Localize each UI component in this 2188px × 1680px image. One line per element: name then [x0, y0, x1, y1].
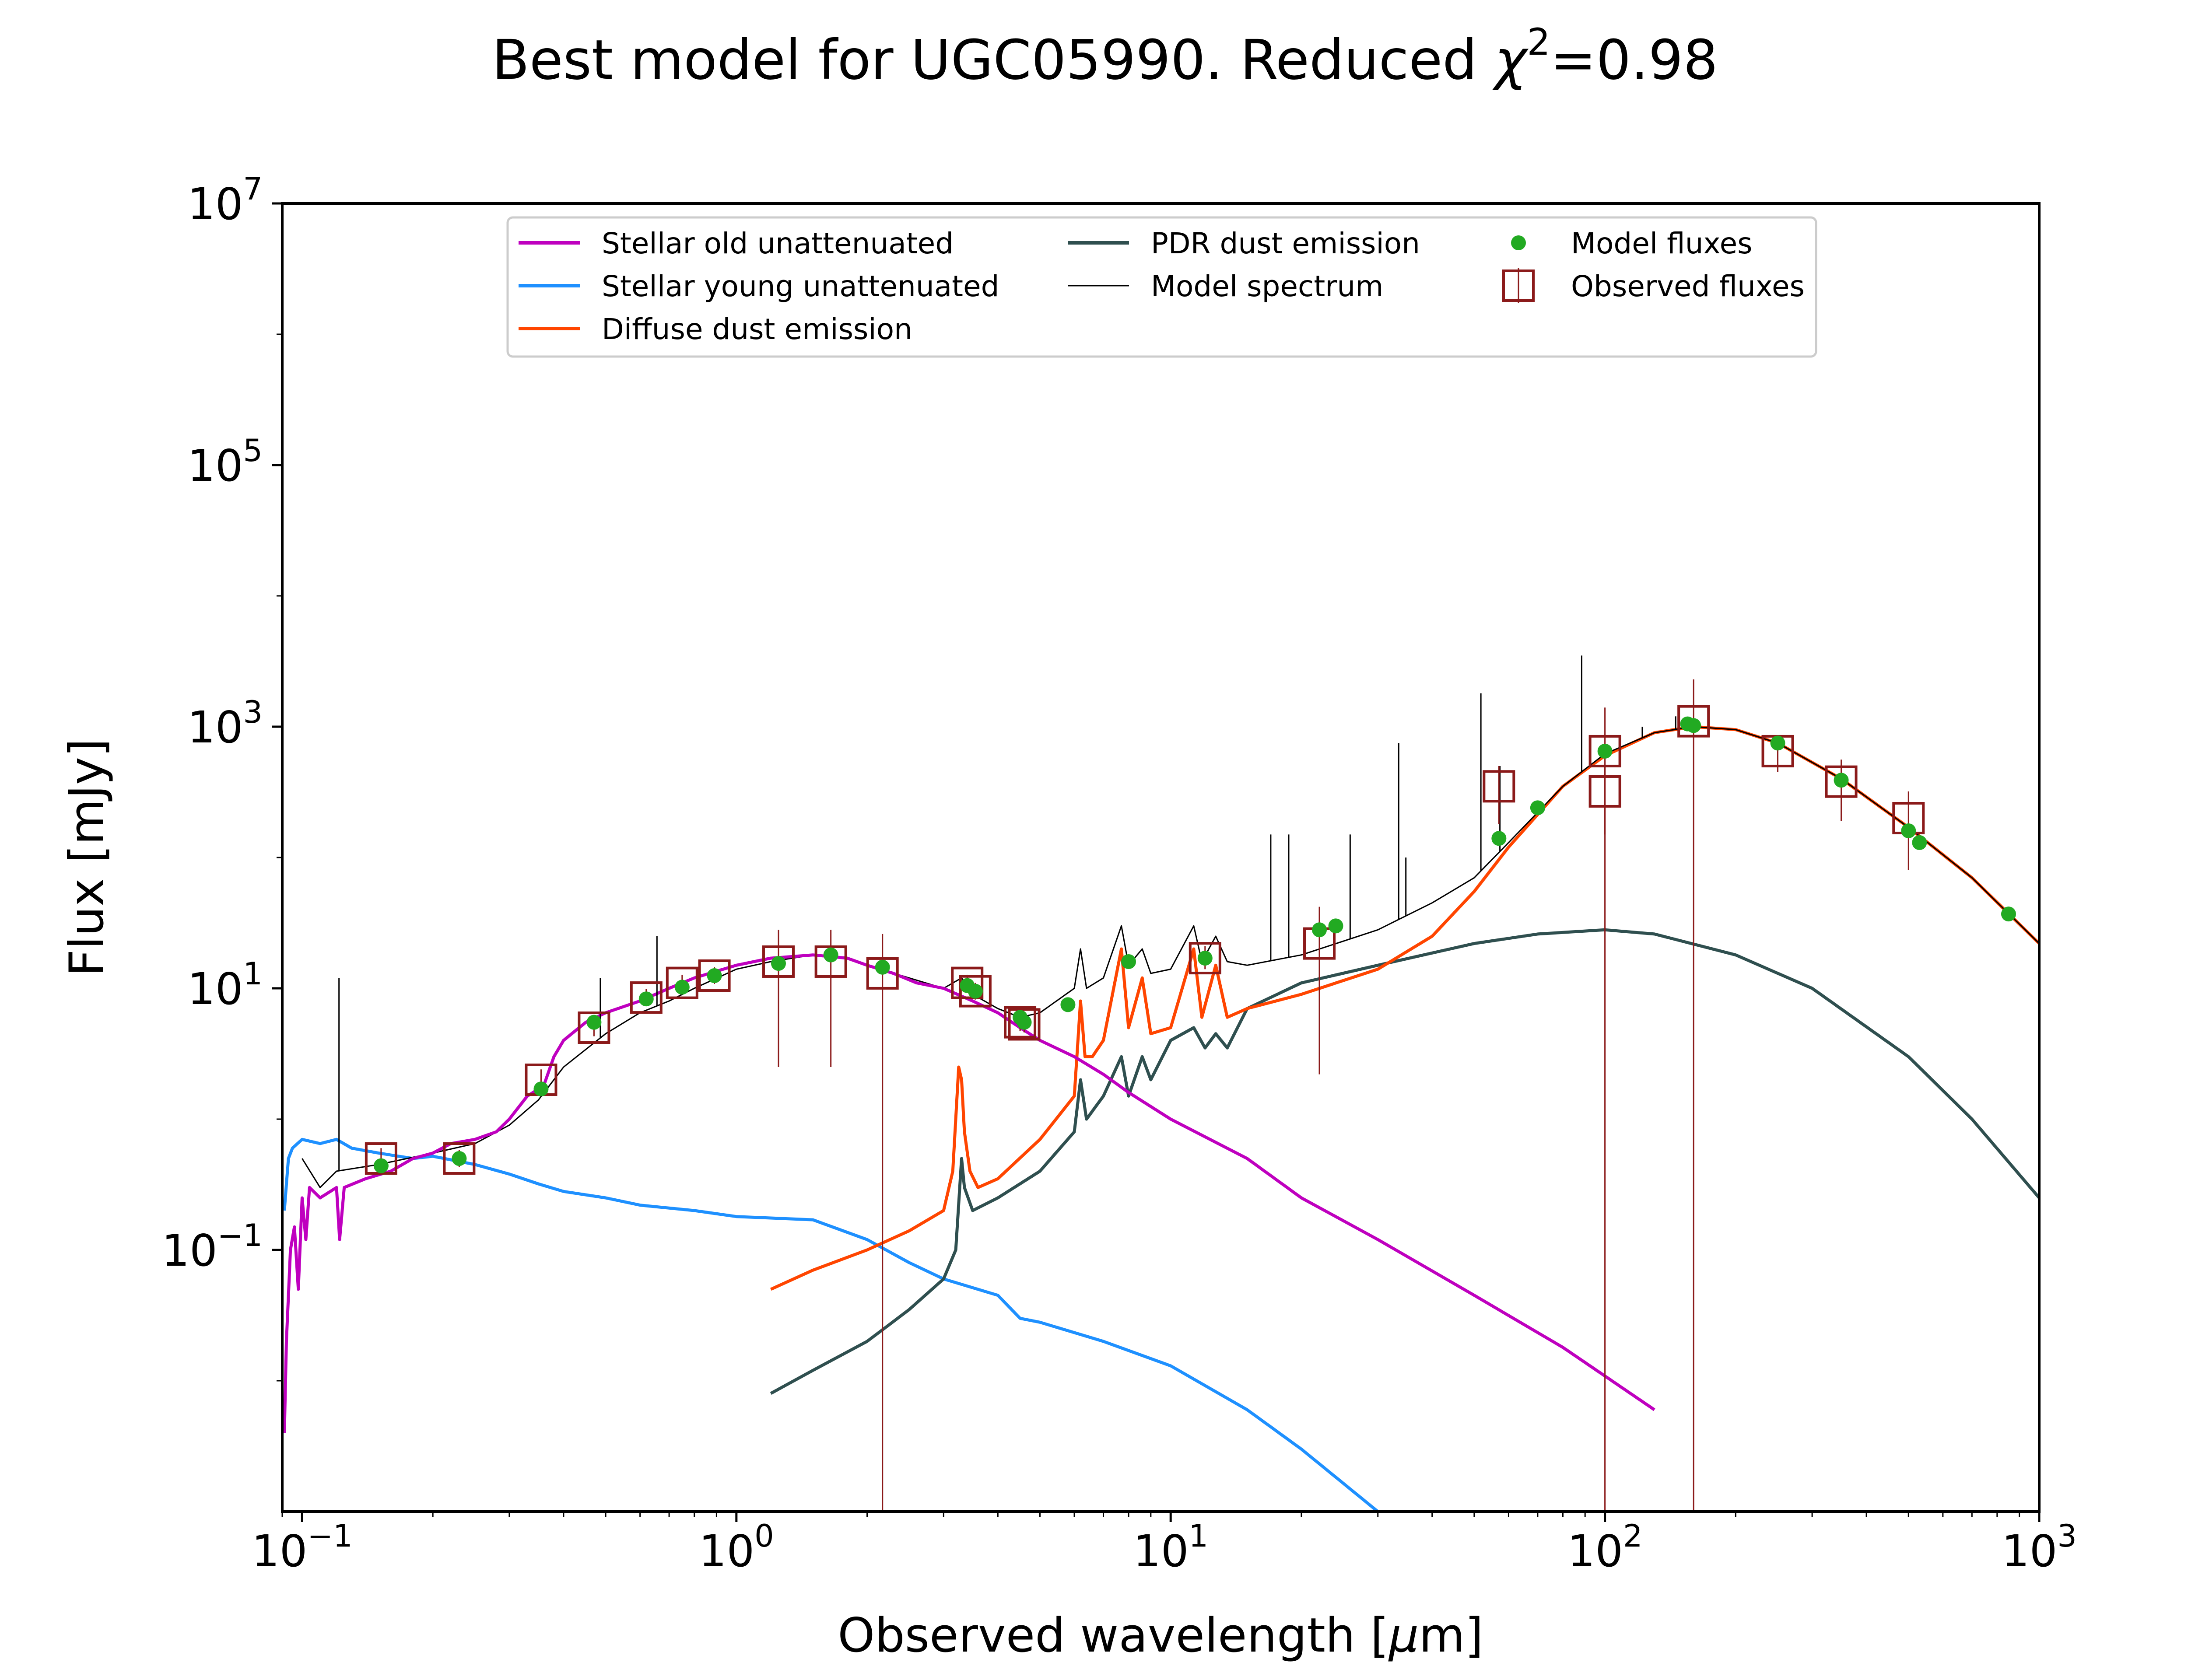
legend-swatch [1502, 270, 1535, 302]
observed-flux-marker [578, 1012, 610, 1044]
model-flux-point [586, 1015, 602, 1030]
model-flux-point [823, 947, 838, 962]
legend-label: Stellar young unattenuated [602, 270, 999, 303]
legend-item-observed-fluxes: Observed fluxes [1502, 268, 1805, 303]
legend-label: Stellar old unattenuated [602, 227, 954, 260]
x-tick-label: 100 [699, 1518, 774, 1577]
legend-label: Diffuse dust emission [602, 312, 912, 346]
y-tick-label: 103 [187, 694, 263, 753]
x-axis-label: Observed wavelength [μm] [838, 1608, 1483, 1663]
x-tick-label: 102 [1567, 1518, 1643, 1577]
y-tick-label: 105 [187, 433, 263, 491]
model-flux-point [452, 1151, 467, 1166]
y-axis-label: Flux [mJy] [60, 738, 114, 976]
series-line-stellar-young-unattenuated [283, 1138, 1379, 1512]
series-line-model-spectrum [302, 726, 2039, 1188]
model-flux-point [373, 1158, 389, 1173]
legend-item-pdr-dust-emission: PDR dust emission [1068, 227, 1420, 260]
model-flux-point [2001, 906, 2016, 922]
legend-label: Observed fluxes [1571, 270, 1805, 303]
legend-label: Model spectrum [1151, 270, 1383, 303]
model-flux-point [1834, 773, 1849, 788]
model-flux-point [1770, 735, 1785, 751]
model-flux-point [1597, 743, 1613, 759]
y-tick-label: 101 [187, 956, 263, 1015]
model-flux-point [1491, 831, 1507, 846]
model-flux-point [674, 980, 690, 995]
model-flux-point [771, 956, 786, 971]
observed-flux-marker [1008, 1008, 1041, 1041]
legend-item-stellar-young-unattenuated: Stellar young unattenuated [519, 270, 999, 303]
legend-item-stellar-old-unattenuated: Stellar old unattenuated [519, 227, 954, 260]
observed-flux-marker [866, 957, 899, 990]
model-flux-point [1328, 918, 1343, 934]
y-tick-label: 107 [187, 171, 263, 230]
x-axis: 10−1 100 101 102 103 [252, 1512, 2077, 1577]
observed-flux-marker [951, 966, 984, 999]
observed-flux-marker [1677, 705, 1710, 738]
model-flux-point [707, 968, 722, 984]
plot-area [283, 655, 2039, 1512]
observed-flux-marker [666, 966, 698, 999]
model-flux-point [1197, 951, 1213, 966]
model-flux-point [1121, 954, 1136, 969]
legend-swatch [1511, 235, 1526, 250]
legend-item-model-spectrum: Model spectrum [1068, 270, 1383, 303]
observed-flux-marker [1588, 735, 1621, 767]
chart-title: Best model for UGC05990. Reduced χ2=0.98 [492, 21, 1718, 92]
observed-flux-marker [365, 1142, 397, 1175]
model-flux-point [1017, 1015, 1032, 1030]
legend-label: PDR dust emission [1151, 227, 1420, 260]
observed-flux-marker [1004, 1006, 1037, 1039]
legend-label: Model fluxes [1571, 227, 1753, 260]
model-flux-point [533, 1082, 549, 1097]
model-flux-point [1312, 922, 1327, 938]
observed-flux-marker [1483, 770, 1515, 803]
observed-flux-marker [443, 1142, 476, 1175]
y-tick-label: 10−1 [162, 1218, 263, 1276]
x-tick-label: 10−1 [252, 1518, 352, 1577]
observed-flux-marker [762, 945, 795, 978]
model-flux-point [1912, 835, 1927, 850]
observed-flux-marker [959, 975, 992, 1008]
legend-item-model-fluxes: Model fluxes [1511, 227, 1753, 260]
model-flux-point [1686, 718, 1701, 733]
legend-box [506, 216, 1817, 358]
x-tick-label: 103 [2002, 1518, 2077, 1577]
observed-flux-marker [814, 945, 847, 978]
model-flux-point [1901, 823, 1916, 838]
observed-flux-marker [698, 959, 731, 992]
model-flux-point [1060, 997, 1076, 1012]
legend-item-diffuse-dust-emission: Diffuse dust emission [519, 312, 912, 346]
observed-flux-marker [630, 981, 663, 1014]
legend: Stellar old unattenuated Stellar young un… [506, 216, 1817, 358]
series-line-pdr-dust-emission [770, 928, 2039, 1395]
model-flux-point [638, 991, 654, 1007]
x-tick-label: 101 [1133, 1518, 1208, 1577]
model-flux-point [968, 984, 983, 999]
model-flux-point [1530, 800, 1545, 816]
observed-flux-marker [1825, 765, 1858, 798]
observed-flux-marker [1588, 775, 1621, 808]
observed-flux-marker [1189, 942, 1221, 975]
model-flux-point [875, 959, 890, 975]
y-axis: 10−1 101 103 105 107 [162, 171, 282, 1382]
